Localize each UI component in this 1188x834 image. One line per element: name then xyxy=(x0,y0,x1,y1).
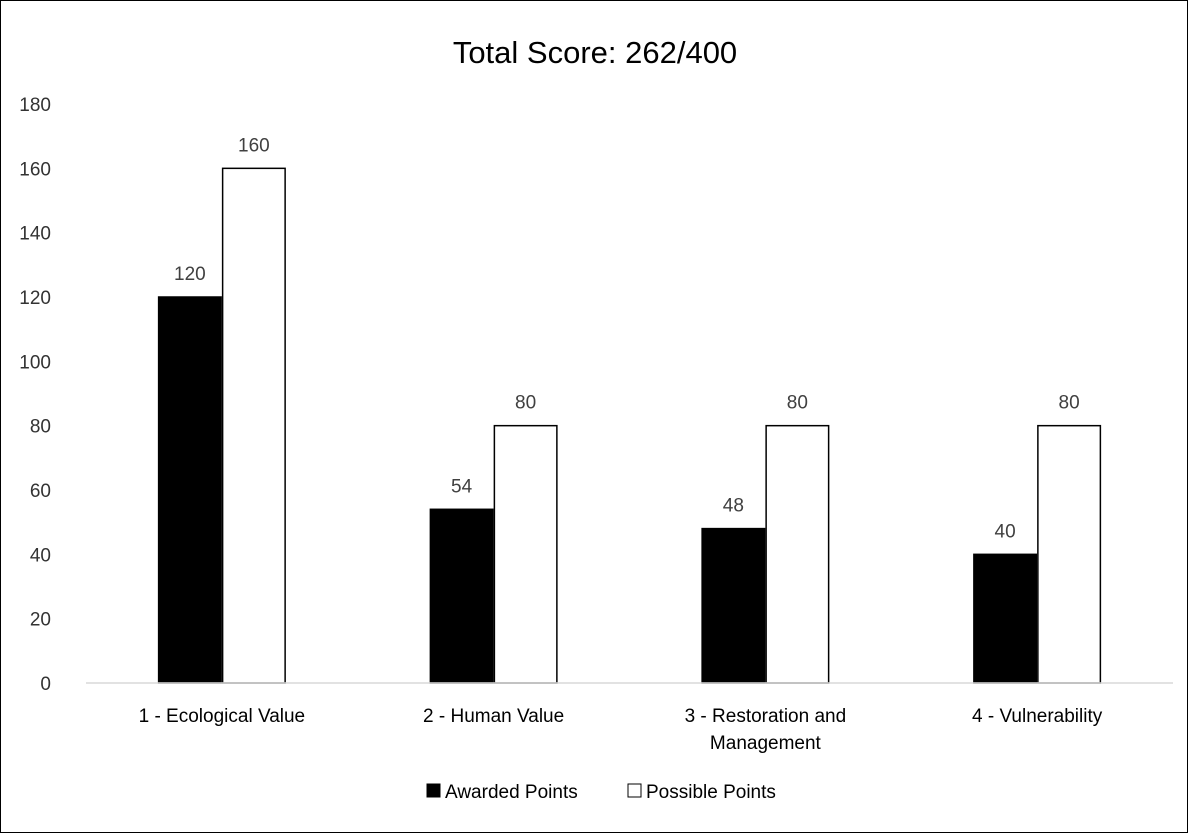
bar-possible xyxy=(765,424,830,684)
bar-awarded xyxy=(429,508,494,684)
data-label: 48 xyxy=(723,496,744,517)
category-labels: 1 - Ecological Value 2 - Human Value 3 - R… xyxy=(139,706,1103,754)
data-label: 80 xyxy=(515,393,536,414)
bar-awarded xyxy=(157,296,222,684)
y-tick-label: 180 xyxy=(19,95,51,116)
y-axis-ticks: 0 20 40 60 80 100 120 140 160 180 xyxy=(19,95,51,695)
bar-possible xyxy=(1037,424,1102,684)
data-label: 160 xyxy=(238,135,270,156)
category-label: Management xyxy=(710,733,822,754)
category-label: 1 - Ecological Value xyxy=(139,706,306,727)
category-label: 2 - Human Value xyxy=(423,706,564,727)
data-label: 80 xyxy=(787,393,808,414)
y-tick-label: 80 xyxy=(30,417,51,438)
chart-title: Total Score: 262/400 xyxy=(453,35,737,70)
y-tick-label: 60 xyxy=(30,481,51,502)
bar-possible xyxy=(493,424,558,684)
y-tick-label: 0 xyxy=(40,674,51,695)
category-label: 3 - Restoration and xyxy=(685,706,847,727)
y-tick-label: 20 xyxy=(30,610,51,631)
data-labels: 120 160 54 80 48 80 40 80 xyxy=(174,135,1080,542)
bar-awarded xyxy=(973,553,1038,684)
y-tick-label: 120 xyxy=(19,288,51,309)
bars xyxy=(157,167,1102,684)
legend: Awarded Points Possible Points xyxy=(426,782,776,803)
legend-label: Possible Points xyxy=(646,782,776,803)
y-tick-label: 100 xyxy=(19,352,51,373)
category-label: 4 - Vulnerability xyxy=(972,706,1103,727)
y-tick-label: 140 xyxy=(19,224,51,245)
legend-swatch-awarded xyxy=(426,783,441,798)
data-label: 54 xyxy=(451,476,473,497)
data-label: 40 xyxy=(995,521,1016,542)
y-tick-label: 40 xyxy=(30,545,51,566)
y-tick-label: 160 xyxy=(19,159,51,180)
data-label: 120 xyxy=(174,264,206,285)
legend-swatch-possible xyxy=(627,783,642,798)
bar-awarded xyxy=(701,527,766,684)
bar-possible xyxy=(221,167,286,684)
data-label: 80 xyxy=(1059,393,1080,414)
legend-label: Awarded Points xyxy=(445,782,578,803)
